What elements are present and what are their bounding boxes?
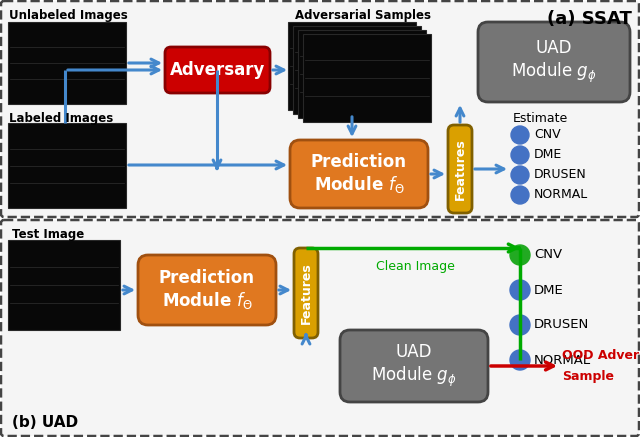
Text: Prediction
Module $f_{\Theta}$: Prediction Module $f_{\Theta}$: [159, 269, 255, 311]
Text: DME: DME: [534, 284, 564, 296]
Circle shape: [510, 350, 530, 370]
Text: UAD
Module $g_{\phi}$: UAD Module $g_{\phi}$: [371, 343, 457, 389]
Text: Adversarial Samples: Adversarial Samples: [295, 9, 431, 22]
Text: Clean Image: Clean Image: [376, 260, 454, 273]
Text: (a) SSAT: (a) SSAT: [547, 10, 632, 28]
Text: CNV: CNV: [534, 249, 562, 261]
Text: CNV: CNV: [534, 128, 561, 142]
Text: (b) UAD: (b) UAD: [12, 415, 78, 430]
FancyBboxPatch shape: [165, 47, 270, 93]
Bar: [8, 22, 126, 104]
Bar: [298, 30, 426, 118]
FancyBboxPatch shape: [478, 22, 630, 102]
Text: UAD
Module $g_{\phi}$: UAD Module $g_{\phi}$: [511, 39, 596, 85]
FancyBboxPatch shape: [1, 1, 639, 217]
Circle shape: [511, 166, 529, 184]
FancyBboxPatch shape: [340, 330, 488, 402]
FancyBboxPatch shape: [448, 125, 472, 213]
Text: Labeled Images: Labeled Images: [9, 112, 113, 125]
Bar: [8, 123, 126, 208]
Circle shape: [511, 146, 529, 164]
Text: Estimate: Estimate: [513, 112, 568, 125]
Text: Prediction
Module $f_{\Theta}$: Prediction Module $f_{\Theta}$: [311, 153, 407, 195]
Circle shape: [510, 245, 530, 265]
Text: NORMAL: NORMAL: [534, 188, 588, 201]
Bar: [293, 26, 421, 114]
Text: NORMAL: NORMAL: [534, 354, 591, 367]
FancyBboxPatch shape: [1, 220, 639, 436]
Circle shape: [510, 280, 530, 300]
Text: Test Image: Test Image: [12, 228, 84, 241]
Text: DRUSEN: DRUSEN: [534, 319, 589, 332]
FancyBboxPatch shape: [290, 140, 428, 208]
Text: Adversary: Adversary: [170, 61, 265, 79]
Text: Features: Features: [300, 262, 312, 324]
Text: OOD Adversarial: OOD Adversarial: [562, 349, 640, 362]
FancyBboxPatch shape: [294, 248, 318, 338]
Bar: [8, 240, 120, 330]
Bar: [303, 34, 431, 122]
Text: DME: DME: [534, 149, 563, 162]
Text: Features: Features: [454, 138, 467, 200]
Text: Sample: Sample: [562, 370, 614, 383]
Circle shape: [510, 315, 530, 335]
Bar: [288, 22, 416, 110]
Text: DRUSEN: DRUSEN: [534, 169, 587, 181]
Circle shape: [511, 186, 529, 204]
Text: Unlabeled Images: Unlabeled Images: [9, 9, 128, 22]
Circle shape: [511, 126, 529, 144]
FancyBboxPatch shape: [138, 255, 276, 325]
